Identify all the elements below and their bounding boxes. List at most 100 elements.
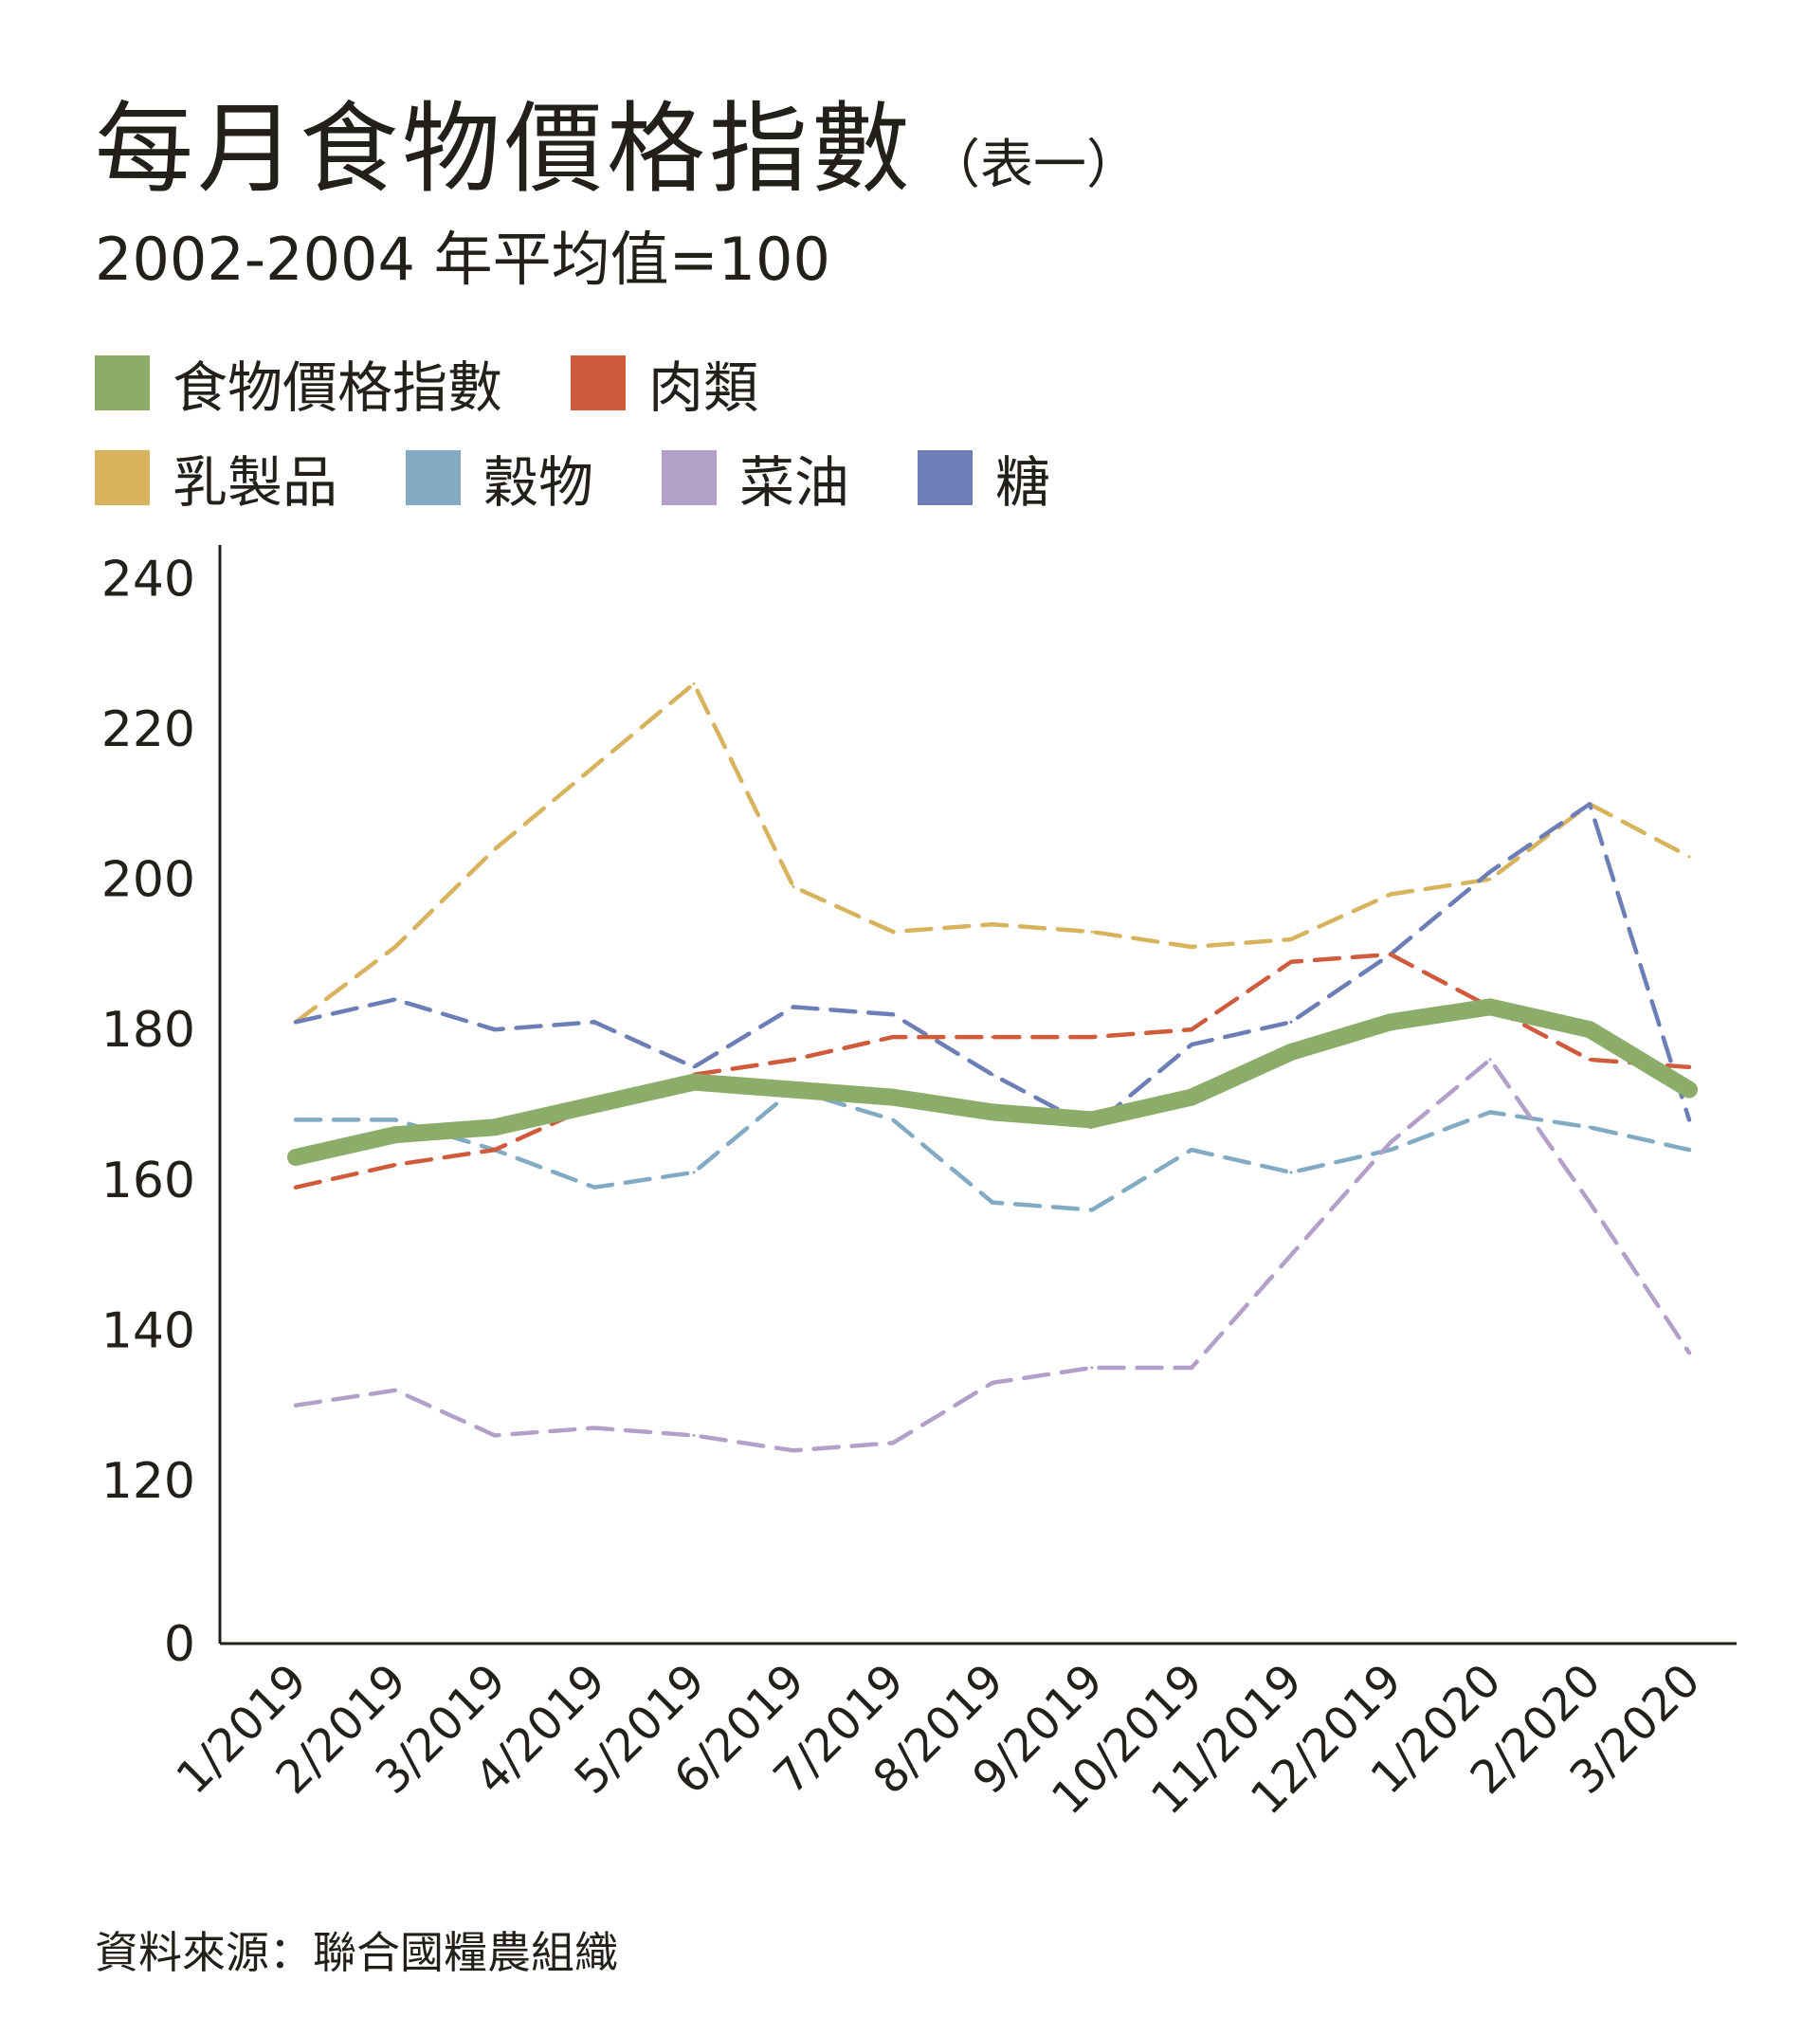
data-point: [891, 1035, 895, 1039]
data-point: [1090, 1366, 1094, 1370]
data-point: [891, 1095, 895, 1099]
data-point: [991, 1381, 994, 1385]
data-point: [294, 1404, 298, 1408]
data-point: [692, 1171, 696, 1174]
data-point: [592, 1186, 596, 1190]
legend-label: 肉類: [648, 355, 759, 420]
data-point: [592, 1102, 596, 1107]
data-point: [1488, 1110, 1492, 1114]
data-point: [1389, 953, 1392, 956]
data-point: [692, 681, 696, 685]
y-tick-label: 160: [101, 1153, 195, 1209]
legend-label: 糖: [995, 450, 1051, 515]
data-point: [393, 1389, 397, 1392]
data-point: [792, 1058, 795, 1062]
legend-item-dairy: 乳製品: [95, 438, 337, 518]
data-point: [1090, 1208, 1094, 1211]
series-line: [293, 952, 1692, 1190]
y-tick-label: 180: [101, 1002, 195, 1059]
data-point: [991, 1073, 994, 1077]
data-point: [1389, 1020, 1392, 1025]
data-point: [393, 1163, 397, 1167]
data-point: [1190, 1027, 1193, 1031]
chart-title-text: 每月食物價格指數: [95, 91, 915, 207]
data-point: [1389, 1148, 1392, 1152]
data-point: [1289, 1253, 1293, 1257]
data-point: [1687, 1351, 1691, 1354]
data-point: [294, 1186, 298, 1190]
data-point: [1488, 1005, 1492, 1009]
data-point: [991, 1035, 994, 1039]
gold-square-icon: [95, 450, 150, 505]
legend-label: 穀物: [483, 450, 594, 515]
data-point: [592, 765, 596, 769]
y-tick-label: 0: [164, 1616, 195, 1673]
data-point: [592, 1020, 596, 1024]
data-point: [991, 922, 994, 926]
data-point: [1190, 1095, 1193, 1099]
data-point: [1090, 930, 1094, 934]
series-line: [293, 681, 1692, 1025]
legend-item-vegetable-oil: 菜油: [662, 438, 849, 518]
data-point: [493, 847, 497, 851]
data-point: [1687, 1118, 1691, 1121]
data-point: [393, 1118, 397, 1121]
legend-item-cereals: 穀物: [406, 438, 593, 518]
chart-labels: 24022020018016014012001/20192/20193/2019…: [101, 551, 1711, 1825]
data-point: [891, 930, 895, 934]
legend-item-meat: 肉類: [571, 343, 758, 423]
data-point: [1389, 1140, 1392, 1144]
chart-subtitle: 2002-2004 年平均值=100: [95, 225, 830, 294]
data-point: [1588, 1027, 1592, 1032]
blue-square-icon: [406, 450, 462, 505]
legend-label: 菜油: [739, 450, 850, 515]
data-point: [792, 1005, 795, 1008]
data-point: [1190, 1148, 1193, 1152]
data-point: [294, 1118, 298, 1121]
data-point: [792, 1087, 795, 1092]
data-point: [1090, 1035, 1094, 1039]
y-tick-label: 140: [101, 1302, 195, 1359]
legend-row-1: 食物價格指數 肉類: [95, 343, 827, 423]
legend-label: 食物價格指數: [173, 355, 503, 420]
data-point: [1588, 1201, 1592, 1205]
data-point: [1090, 1118, 1094, 1122]
data-point: [692, 1065, 696, 1069]
data-point: [1190, 945, 1193, 949]
data-point: [493, 1148, 497, 1152]
data-point: [1190, 1043, 1193, 1046]
chart-title-suffix: （表一）: [927, 135, 1140, 196]
lavender-square-icon: [662, 450, 718, 505]
data-point: [692, 1433, 696, 1437]
y-tick-label: 120: [101, 1453, 195, 1510]
data-point: [692, 1080, 696, 1084]
data-point: [891, 1441, 895, 1445]
data-point: [1289, 960, 1293, 964]
data-point: [1190, 1366, 1193, 1370]
data-point: [792, 1448, 795, 1452]
data-point: [1588, 802, 1592, 806]
data-point: [493, 1433, 497, 1437]
chart-title: 每月食物價格指數 （表一）: [95, 95, 1139, 203]
series-line: [293, 802, 1692, 1130]
data-point: [1488, 878, 1492, 881]
source-note: 資料來源：聯合國糧農組織: [95, 1927, 618, 1978]
data-point: [891, 1118, 895, 1121]
data-point: [294, 1020, 298, 1024]
chart-axes: [218, 545, 1737, 1645]
data-point: [493, 1027, 497, 1031]
data-point: [1488, 1058, 1492, 1062]
legend-item-sugar: 糖: [918, 438, 1050, 518]
chart-series: [287, 681, 1698, 1453]
data-point: [1687, 1087, 1691, 1092]
legend-row-2: 乳製品 穀物 菜油 糖: [95, 438, 1119, 518]
data-point: [493, 1125, 497, 1130]
data-point: [1289, 1171, 1293, 1174]
data-point: [1289, 937, 1293, 941]
data-point: [1588, 1058, 1592, 1062]
data-point: [294, 1155, 298, 1159]
data-point: [1588, 1125, 1592, 1129]
data-point: [1289, 1020, 1293, 1024]
legend-item-food-index: 食物價格指數: [95, 343, 502, 423]
